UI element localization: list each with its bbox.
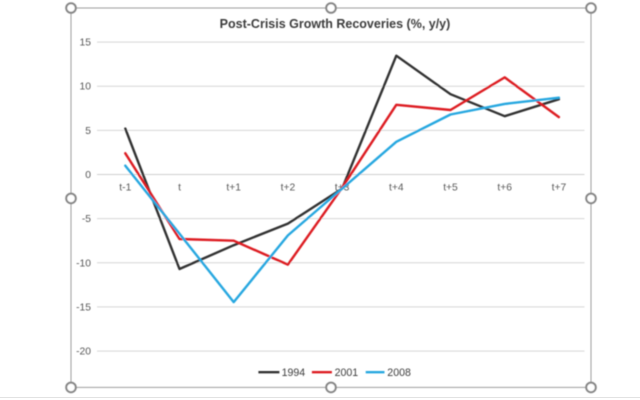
- svg-text:2008: 2008: [387, 367, 411, 379]
- svg-text:t: t: [178, 183, 181, 194]
- svg-text:-20: -20: [76, 347, 91, 358]
- svg-text:15: 15: [80, 38, 92, 49]
- svg-text:2001: 2001: [335, 367, 359, 379]
- svg-text:-15: -15: [76, 302, 91, 313]
- svg-text:Post-Crisis Growth Recoveries: Post-Crisis Growth Recoveries (%, y/y): [220, 17, 451, 31]
- svg-text:t+6: t+6: [497, 183, 512, 194]
- svg-text:-5: -5: [82, 214, 91, 225]
- svg-text:1994: 1994: [282, 367, 306, 379]
- svg-text:5: 5: [85, 126, 91, 137]
- svg-text:t-1: t-1: [119, 183, 131, 194]
- svg-text:10: 10: [80, 82, 92, 93]
- svg-text:t+2: t+2: [281, 183, 296, 194]
- svg-text:-10: -10: [76, 258, 91, 269]
- svg-text:t+5: t+5: [443, 183, 458, 194]
- svg-text:t+4: t+4: [389, 183, 404, 194]
- svg-text:t+1: t+1: [226, 183, 241, 194]
- svg-text:t+7: t+7: [552, 183, 567, 194]
- svg-text:0: 0: [85, 170, 91, 181]
